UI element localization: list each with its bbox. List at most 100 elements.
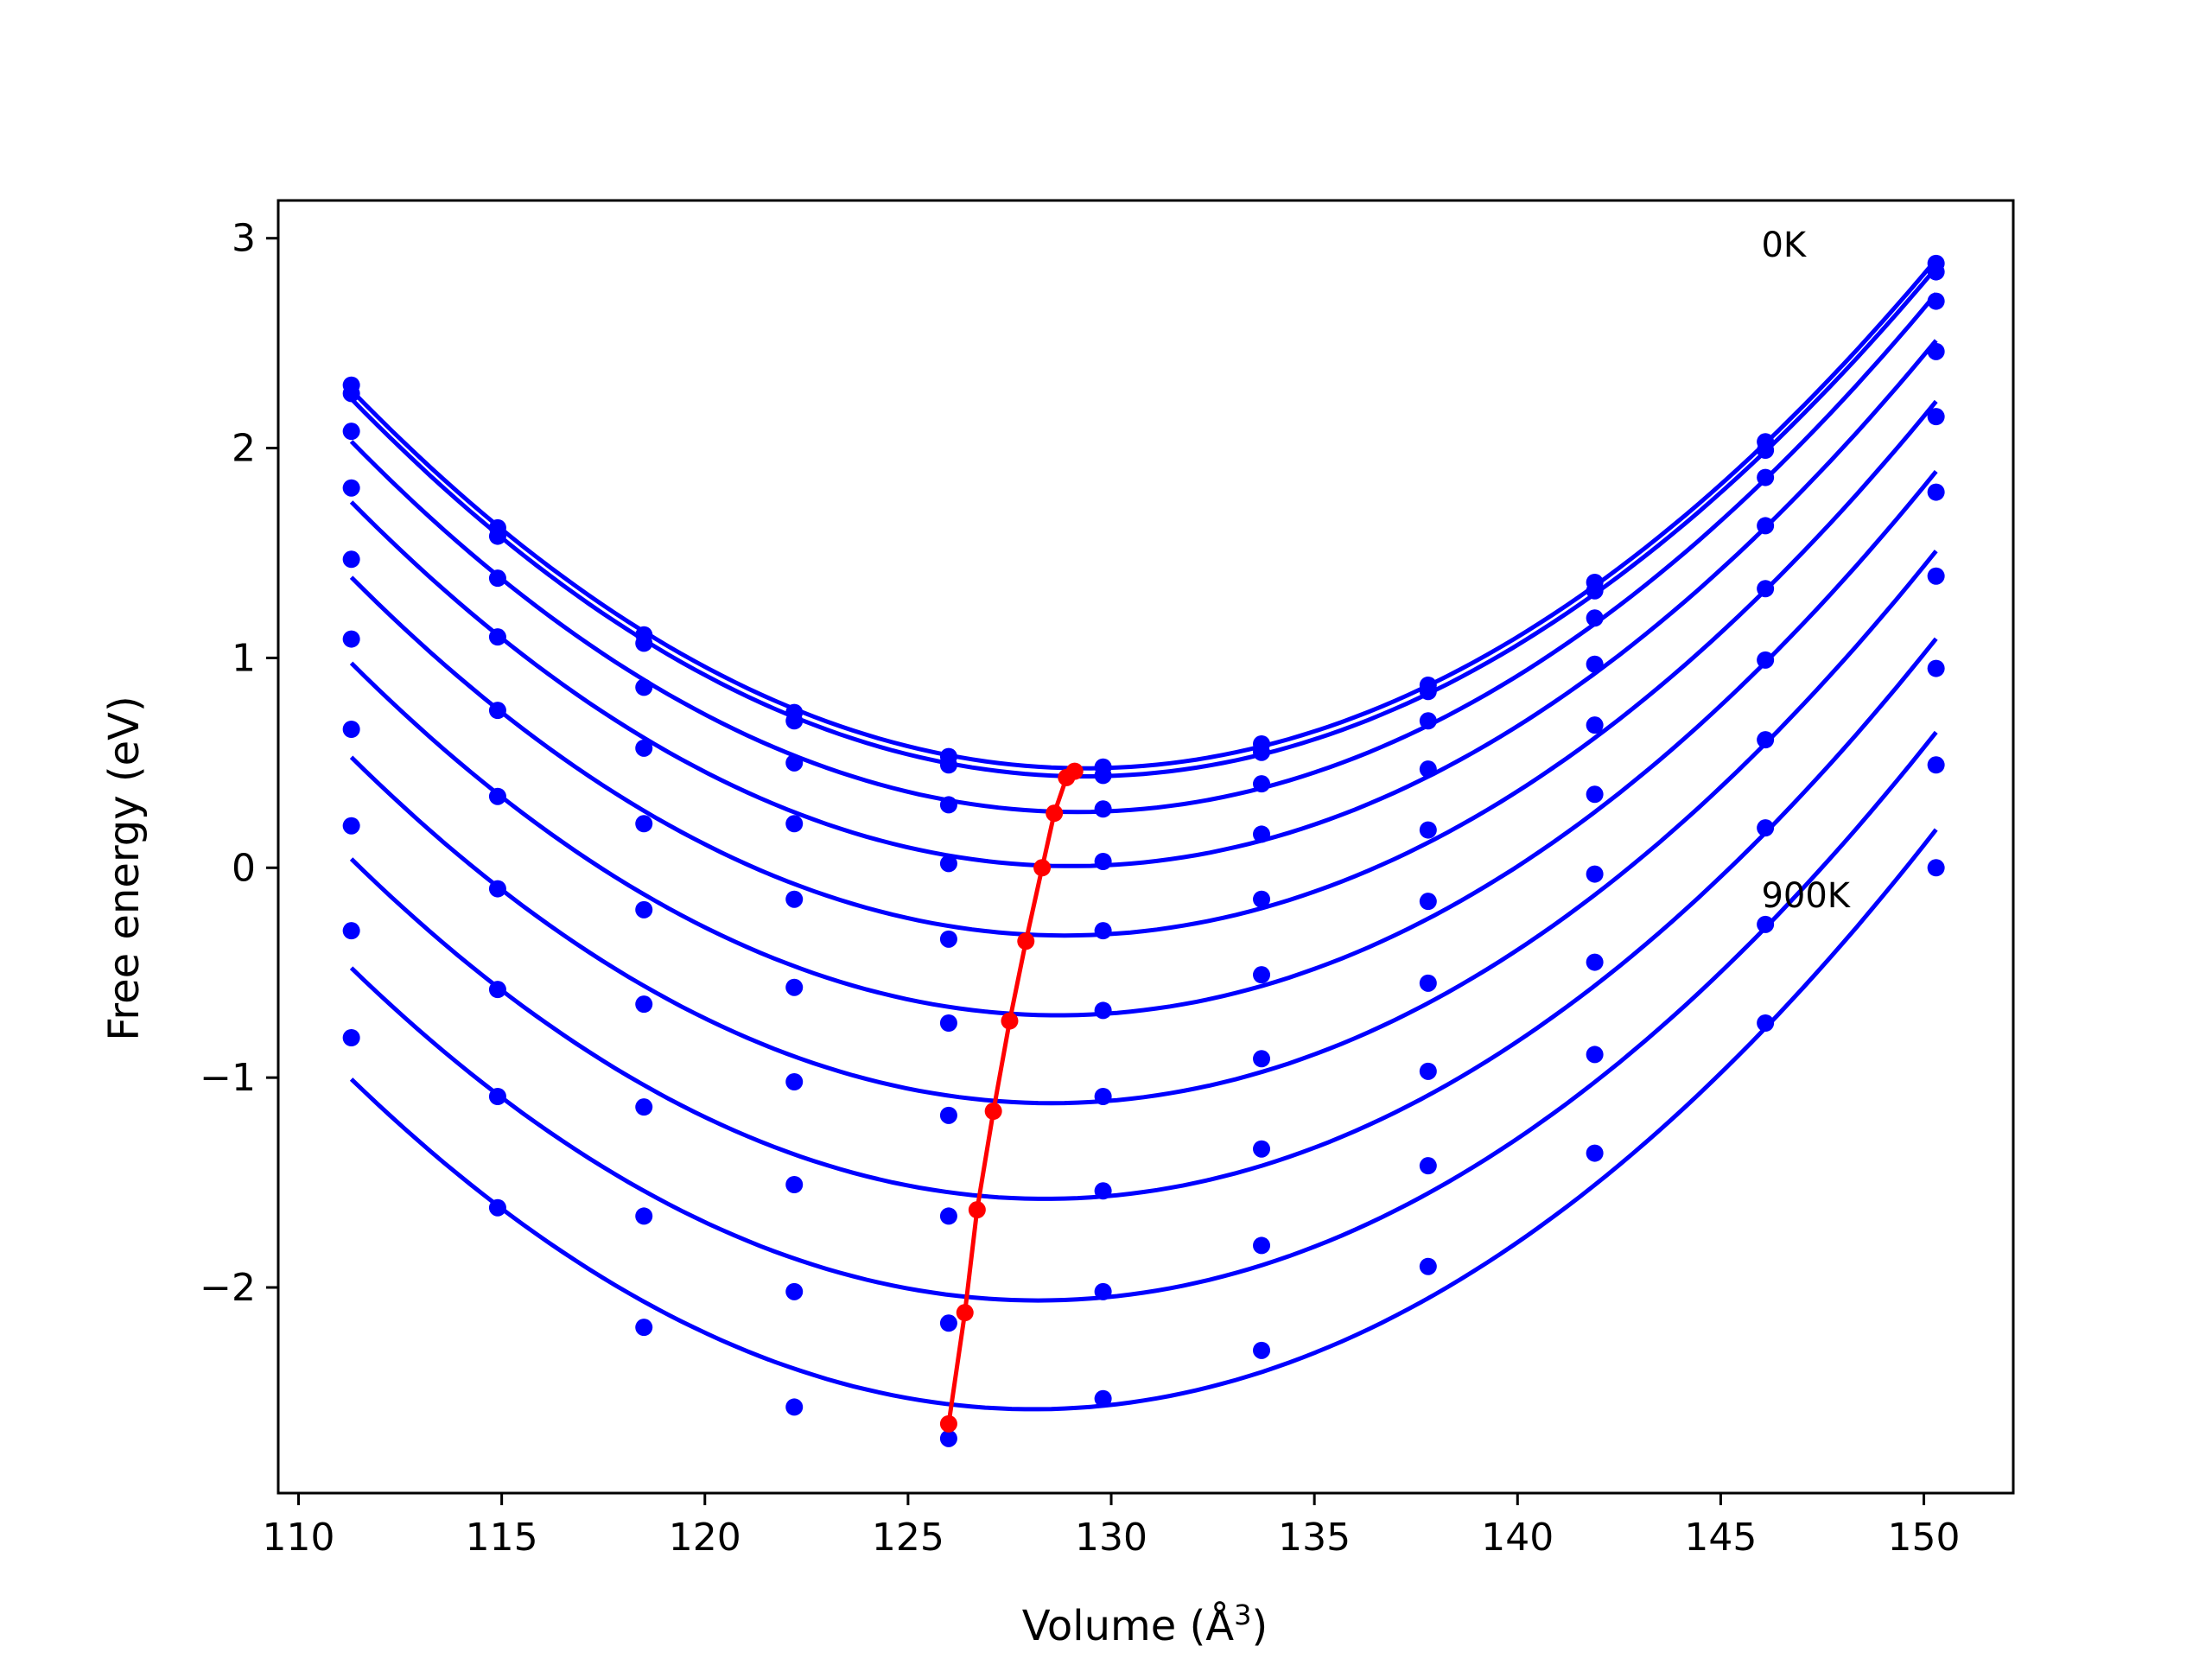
data-point bbox=[1757, 915, 1775, 933]
data-point bbox=[1094, 1282, 1112, 1300]
data-point bbox=[488, 787, 506, 805]
data-point bbox=[1094, 800, 1112, 818]
data-point bbox=[342, 423, 360, 441]
data-point bbox=[1757, 651, 1775, 669]
data-point bbox=[1586, 655, 1604, 673]
data-point bbox=[939, 796, 957, 814]
fit-curve-9 bbox=[349, 828, 1938, 1412]
data-point bbox=[1757, 819, 1775, 837]
data-point bbox=[488, 569, 506, 588]
data-point bbox=[1419, 1257, 1437, 1275]
data-point bbox=[785, 978, 804, 996]
x-tick-label: 115 bbox=[466, 1516, 538, 1560]
data-point bbox=[1419, 821, 1437, 839]
data-point bbox=[785, 1073, 804, 1090]
data-point bbox=[1094, 922, 1112, 940]
data-point bbox=[785, 712, 804, 730]
fit-curve-4 bbox=[349, 399, 1938, 938]
data-point bbox=[1757, 442, 1775, 459]
data-point bbox=[1927, 408, 1945, 426]
data-point bbox=[1927, 756, 1945, 774]
data-point bbox=[785, 1398, 804, 1416]
data-point bbox=[1253, 825, 1271, 843]
data-point bbox=[1927, 659, 1945, 677]
y-axis-ticks: −2 −1 0 1 2 3 bbox=[200, 217, 278, 1310]
data-point bbox=[1094, 853, 1112, 870]
data-point bbox=[1419, 1062, 1437, 1080]
data-point bbox=[342, 550, 360, 569]
data-point bbox=[1586, 865, 1604, 883]
minimum-point bbox=[1046, 804, 1064, 823]
x-tick-label: 130 bbox=[1075, 1516, 1147, 1560]
data-point bbox=[1586, 609, 1604, 627]
data-point bbox=[1253, 775, 1271, 793]
data-point bbox=[635, 900, 653, 918]
fit-curves bbox=[349, 257, 1938, 1412]
data-point bbox=[1094, 1182, 1112, 1200]
minimum-point bbox=[939, 1414, 957, 1433]
x-axis-label-suffix: ) bbox=[1251, 1602, 1268, 1650]
x-tick-label: 150 bbox=[1888, 1516, 1961, 1560]
y-tick-label: 0 bbox=[232, 846, 256, 890]
fit-curve-2 bbox=[349, 292, 1938, 815]
data-point bbox=[1586, 1046, 1604, 1064]
data-point bbox=[342, 479, 360, 497]
data-point bbox=[635, 1319, 653, 1337]
y-tick-label: 3 bbox=[232, 217, 256, 261]
x-tick-label: 145 bbox=[1684, 1516, 1757, 1560]
x-tick-label: 125 bbox=[872, 1516, 944, 1560]
fit-curve-8 bbox=[349, 730, 1938, 1303]
data-point bbox=[1253, 1236, 1271, 1255]
data-point bbox=[1253, 743, 1271, 761]
data-point bbox=[785, 1282, 804, 1300]
data-point bbox=[1094, 1001, 1112, 1020]
data-point bbox=[939, 1207, 957, 1225]
minima-path bbox=[946, 769, 1077, 1425]
data-points bbox=[342, 254, 1945, 1447]
data-point bbox=[1757, 517, 1775, 535]
data-point bbox=[1927, 567, 1945, 585]
data-point bbox=[488, 1088, 506, 1105]
data-point bbox=[635, 995, 653, 1014]
data-point bbox=[635, 634, 653, 652]
data-point bbox=[785, 1176, 804, 1193]
data-point bbox=[1419, 760, 1437, 779]
data-point bbox=[635, 1098, 653, 1116]
x-axis-label-text: Volume (Å bbox=[1022, 1601, 1235, 1650]
data-point bbox=[1927, 483, 1945, 501]
data-point bbox=[488, 527, 506, 545]
y-tick-label: −2 bbox=[200, 1266, 256, 1310]
minimum-point bbox=[1058, 768, 1076, 786]
data-point bbox=[342, 630, 360, 648]
data-point bbox=[1094, 1088, 1112, 1105]
data-point bbox=[488, 1198, 506, 1217]
data-point bbox=[1757, 1014, 1775, 1032]
data-point bbox=[1419, 712, 1437, 730]
y-axis-label: Free energy (eV) bbox=[100, 696, 149, 1040]
data-point bbox=[342, 1029, 360, 1046]
fit-curve-5 bbox=[349, 470, 1938, 1018]
data-point bbox=[1757, 731, 1775, 749]
data-point bbox=[939, 1106, 957, 1124]
minimum-point bbox=[1033, 859, 1052, 877]
data-point bbox=[1419, 683, 1437, 701]
data-point bbox=[342, 817, 360, 835]
data-point bbox=[342, 721, 360, 738]
minimum-point bbox=[956, 1304, 974, 1322]
data-point bbox=[1586, 1144, 1604, 1162]
x-tick-label: 140 bbox=[1481, 1516, 1554, 1560]
data-point bbox=[1419, 1157, 1437, 1175]
data-point bbox=[785, 753, 804, 772]
data-point bbox=[635, 1207, 653, 1225]
minimum-point bbox=[1017, 932, 1035, 950]
data-point bbox=[1094, 766, 1112, 785]
data-point bbox=[1757, 468, 1775, 486]
data-point bbox=[785, 890, 804, 908]
data-point bbox=[1586, 582, 1604, 600]
data-point bbox=[1419, 974, 1437, 992]
data-point bbox=[635, 815, 653, 833]
data-point bbox=[1253, 890, 1271, 908]
data-point bbox=[1757, 580, 1775, 598]
minima-line bbox=[939, 762, 1084, 1433]
